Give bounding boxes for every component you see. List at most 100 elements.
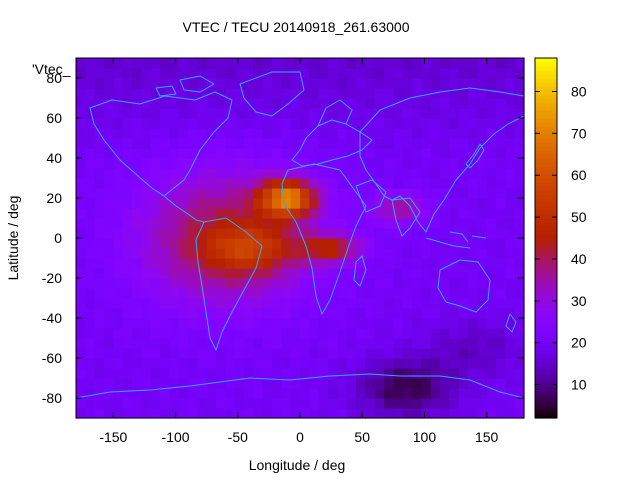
heatmap-cell — [468, 88, 478, 99]
heatmap-cell — [253, 408, 264, 419]
heatmap-cell — [430, 198, 441, 209]
heatmap-cell — [486, 248, 497, 259]
heatmap-cell — [337, 238, 348, 249]
heatmap-cell — [300, 78, 310, 89]
colorbar-segment — [535, 278, 557, 283]
heatmap-cell — [421, 238, 432, 249]
heatmap-cell — [132, 258, 142, 269]
heatmap-cell — [197, 118, 208, 129]
heatmap-cell — [160, 168, 170, 179]
heatmap-cell — [430, 258, 441, 269]
heatmap-cell — [430, 368, 441, 379]
heatmap-cell — [206, 368, 217, 379]
heatmap-cell — [328, 168, 338, 179]
heatmap-cell — [440, 88, 450, 99]
heatmap-cell — [430, 218, 441, 229]
heatmap-cell — [430, 118, 441, 129]
heatmap-cell — [496, 348, 506, 359]
heatmap-cell — [309, 408, 320, 419]
y-tick-label: 40 — [46, 150, 62, 166]
heatmap-cell — [169, 348, 180, 359]
heatmap-cell — [160, 378, 170, 389]
heatmap-cell — [160, 248, 170, 259]
heatmap-cell — [85, 98, 96, 109]
heatmap-cell — [272, 148, 282, 159]
heatmap-cell — [346, 268, 357, 279]
heatmap-cell — [477, 78, 488, 89]
heatmap-cell — [346, 348, 357, 359]
heatmap-cell — [216, 358, 226, 369]
heatmap-cell — [365, 238, 376, 249]
heatmap-cell — [384, 298, 394, 309]
heatmap-cell — [206, 258, 217, 269]
heatmap-cell — [365, 208, 376, 219]
heatmap-cell — [514, 148, 525, 159]
heatmap-cell — [272, 348, 282, 359]
heatmap-cell — [141, 288, 152, 299]
heatmap-cell — [225, 408, 236, 419]
colorbar-segment — [535, 382, 557, 387]
heatmap-cell — [318, 318, 329, 329]
heatmap-cell — [449, 368, 460, 379]
heatmap-cell — [337, 318, 348, 329]
heatmap-cell — [160, 78, 170, 89]
heatmap-cell — [76, 128, 86, 139]
heatmap-cell — [430, 108, 441, 119]
heatmap-cell — [132, 178, 142, 189]
heatmap-cell — [356, 378, 366, 389]
heatmap-cell — [300, 228, 310, 239]
heatmap-cell — [262, 128, 273, 139]
heatmap-cell — [122, 118, 133, 129]
heatmap-cell — [272, 208, 282, 219]
heatmap-cell — [477, 248, 488, 259]
heatmap-cell — [197, 158, 208, 169]
heatmap-cell — [337, 128, 348, 139]
heatmap-cell — [234, 128, 245, 139]
heatmap-cell — [384, 408, 394, 419]
y-tick-label: -20 — [42, 270, 62, 286]
heatmap-cell — [178, 288, 189, 299]
colorbar-segment — [535, 182, 557, 187]
heatmap-cell — [94, 298, 105, 309]
colorbar-segment — [535, 282, 557, 287]
heatmap-cell — [244, 278, 254, 289]
heatmap-cell — [262, 258, 273, 269]
colorbar-segment — [535, 226, 557, 231]
heatmap-cell — [384, 348, 394, 359]
heatmap-cell — [318, 218, 329, 229]
heatmap-cell — [402, 228, 413, 239]
heatmap-cell — [178, 98, 189, 109]
x-tick-label: -150 — [99, 429, 127, 445]
heatmap-cell — [262, 348, 273, 359]
heatmap-cell — [430, 358, 441, 369]
heatmap-cell — [300, 98, 310, 109]
heatmap-cell — [384, 78, 394, 89]
heatmap-cell — [318, 98, 329, 109]
heatmap-cell — [496, 258, 506, 269]
heatmap-cell — [356, 138, 366, 149]
heatmap-cell — [206, 408, 217, 419]
heatmap-cell — [244, 358, 254, 369]
heatmap-cell — [253, 178, 264, 189]
colorbar-segment — [535, 362, 557, 367]
heatmap-cell — [468, 58, 478, 69]
heatmap-cell — [328, 308, 338, 319]
heatmap-cell — [206, 168, 217, 179]
heatmap-cell — [150, 88, 161, 99]
heatmap-cell — [132, 408, 142, 419]
heatmap-cell — [300, 308, 310, 319]
heatmap-cell — [374, 138, 385, 149]
x-tick-label: -50 — [228, 429, 248, 445]
heatmap-cell — [412, 168, 422, 179]
heatmap-cell — [328, 268, 338, 279]
heatmap-cell — [468, 358, 478, 369]
heatmap-cell — [272, 178, 282, 189]
heatmap-cell — [216, 158, 226, 169]
heatmap-cell — [328, 58, 338, 69]
heatmap-cell — [178, 78, 189, 89]
madagascar-outline — [353, 255, 367, 287]
heatmap-cell — [356, 68, 366, 79]
heatmap-cell — [328, 208, 338, 219]
heatmap-cell — [318, 168, 329, 179]
heatmap-cell — [346, 148, 357, 159]
